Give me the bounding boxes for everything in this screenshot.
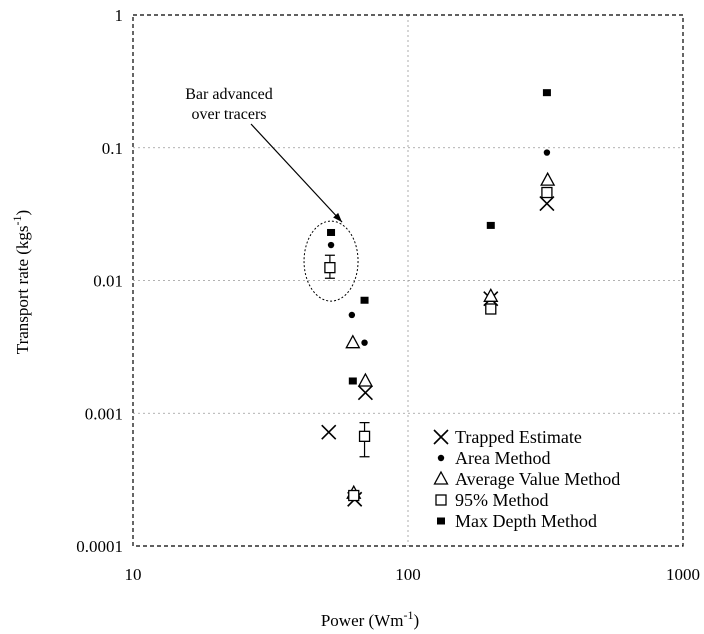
annotation-ellipse bbox=[303, 220, 359, 302]
legend-entry: Max Depth Method bbox=[437, 511, 597, 531]
legend-marker bbox=[437, 454, 445, 462]
data-point bbox=[541, 186, 553, 199]
annotation-text: over tracers bbox=[191, 106, 266, 123]
x-axis-label: Power (Wm-1) bbox=[321, 608, 419, 630]
y-axis-label: Transport rate (kgs-1) bbox=[10, 210, 32, 354]
legend-marker bbox=[433, 429, 449, 445]
data-point bbox=[348, 377, 357, 385]
y-tick-label: 1 bbox=[115, 6, 124, 25]
annotation-arrow bbox=[250, 123, 343, 223]
data-point bbox=[357, 372, 373, 387]
x-tick-label: 100 bbox=[395, 565, 421, 584]
data-point bbox=[542, 89, 551, 97]
legend-label: 95% Method bbox=[455, 490, 549, 510]
data-marks bbox=[321, 89, 556, 507]
legend-entry: 95% Method bbox=[435, 490, 549, 510]
y-tick-label: 0.0001 bbox=[76, 537, 123, 556]
data-point bbox=[324, 261, 336, 274]
data-point bbox=[361, 339, 368, 346]
data-point bbox=[345, 334, 361, 349]
data-point bbox=[485, 303, 497, 315]
annotation: Bar advanced over tracers bbox=[185, 86, 359, 302]
data-point bbox=[486, 221, 495, 229]
data-point bbox=[327, 228, 336, 236]
legend-entry: Area Method bbox=[437, 448, 550, 468]
legend-marker bbox=[433, 470, 449, 485]
legend-marker bbox=[435, 494, 447, 506]
data-point bbox=[539, 195, 555, 212]
plot-area bbox=[132, 14, 684, 547]
legend-marker bbox=[437, 517, 445, 525]
legend-label: Max Depth Method bbox=[455, 511, 597, 531]
series-area-method bbox=[327, 149, 551, 346]
legend-label: Average Value Method bbox=[455, 469, 620, 489]
legend-entry: Average Value Method bbox=[433, 469, 620, 489]
legend-entry: Trapped Estimate bbox=[433, 427, 582, 447]
y-tick-label: 0.01 bbox=[93, 272, 123, 291]
x-tick-label: 10 bbox=[125, 565, 142, 584]
axis-ticks: 0.0001 0.001 0.01 0.1 1 10 100 1000 bbox=[76, 6, 700, 584]
annotation-arrowhead bbox=[333, 212, 343, 223]
series-max-depth-method bbox=[327, 89, 551, 385]
legend-label: Trapped Estimate bbox=[455, 427, 582, 447]
data-point bbox=[348, 311, 356, 319]
series-95-method bbox=[324, 186, 553, 502]
data-point bbox=[358, 430, 371, 442]
data-point bbox=[543, 149, 551, 156]
x-tick-label: 1000 bbox=[666, 565, 700, 584]
data-point bbox=[540, 171, 556, 186]
data-point bbox=[327, 241, 335, 249]
annotation-text: Bar advanced bbox=[185, 86, 273, 103]
data-point bbox=[360, 296, 369, 304]
y-tick-label: 0.001 bbox=[85, 404, 123, 423]
data-point bbox=[321, 424, 337, 440]
y-tick-label: 0.1 bbox=[102, 139, 123, 158]
data-point bbox=[483, 287, 499, 302]
data-point bbox=[357, 385, 373, 401]
grid-lines bbox=[133, 15, 683, 546]
legend-label: Area Method bbox=[455, 448, 550, 468]
data-point bbox=[348, 489, 360, 502]
